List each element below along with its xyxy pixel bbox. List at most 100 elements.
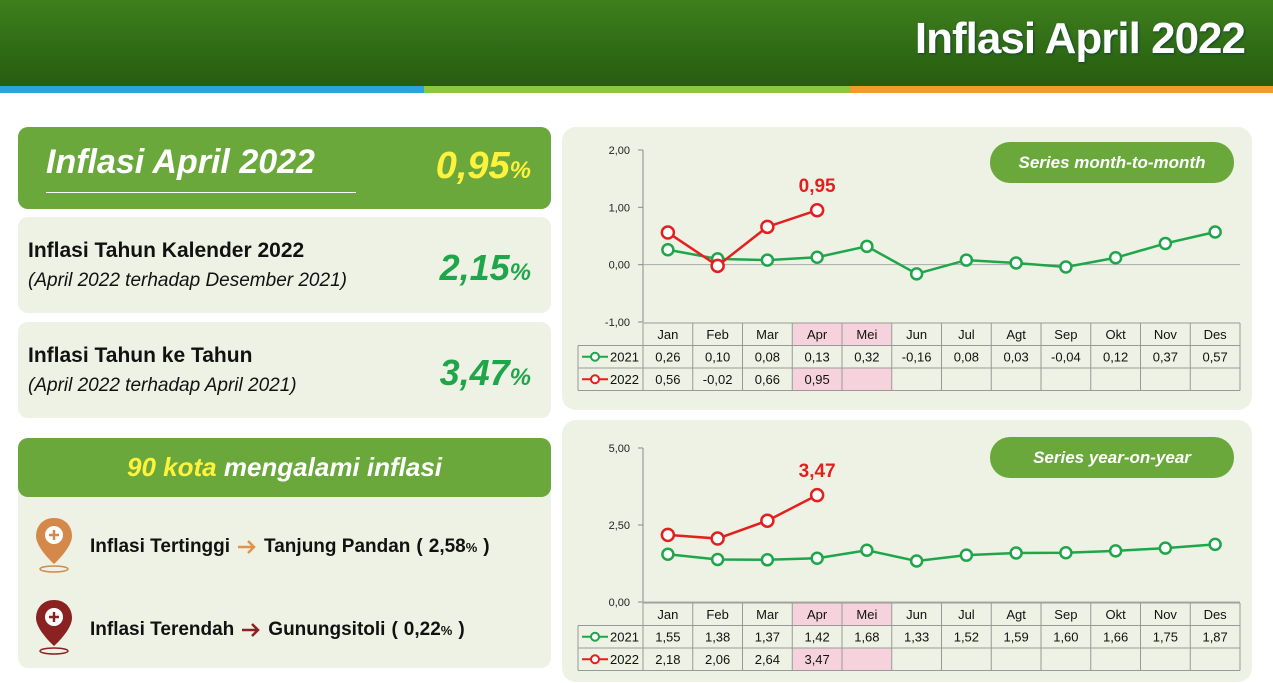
cities-title: mengalami inflasi	[223, 452, 443, 482]
point	[959, 253, 974, 267]
x-tick-label: Apr	[807, 327, 828, 342]
summary-value: 0,95%	[436, 145, 531, 188]
x-tick-label: Sep	[1054, 327, 1077, 342]
table-value: 0,57	[1202, 350, 1227, 365]
x-tick-label: Feb	[706, 607, 728, 622]
y-tick-label: -1,00	[605, 317, 630, 329]
legend-marker	[590, 631, 600, 642]
table-value: 1,55	[655, 630, 680, 645]
highlight-cell	[792, 603, 842, 626]
cities-card: 90 kota mengalami inflasi Inflasi Tertin…	[18, 438, 551, 668]
summary-title: Inflasi April 2022	[46, 143, 315, 181]
table-value: -0,16	[902, 350, 932, 365]
table-value: -0,04	[1051, 350, 1081, 365]
x-tick-label: Jul	[958, 607, 975, 622]
point	[760, 513, 775, 528]
table-value: 1,33	[904, 630, 929, 645]
open: (	[391, 619, 398, 640]
point	[1208, 537, 1222, 552]
value: 3,47	[439, 352, 510, 393]
x-tick-label: Mei	[856, 607, 877, 622]
table-value: 0,95	[804, 372, 829, 387]
card-title: Inflasi Tahun Kalender 2022	[28, 239, 305, 262]
city: Tanjung Pandan	[264, 536, 411, 557]
card: Inflasi Tahun ke Tahun (April 2022 terha…	[18, 322, 551, 418]
point	[1009, 546, 1023, 560]
city-row: Inflasi Tertinggi Tanjung Pandan ( 2,58%…	[90, 536, 490, 558]
point	[1059, 545, 1073, 560]
point	[661, 243, 675, 257]
open: (	[416, 536, 423, 557]
highlight-cell	[842, 603, 892, 626]
unit: %	[509, 157, 531, 184]
table-value: 0,08	[755, 350, 780, 365]
pin-icon	[36, 600, 72, 655]
card: Inflasi Tahun Kalender 2022 (April 2022 …	[18, 217, 551, 313]
x-tick-label: Feb	[706, 327, 728, 342]
point	[909, 267, 924, 281]
series-line	[667, 494, 818, 540]
point	[1158, 236, 1173, 251]
table-value: 1,37	[755, 630, 780, 645]
header-title: Inflasi April 2022	[914, 14, 1246, 63]
table-value: 3,47	[804, 652, 829, 667]
x-tick-label: Jun	[906, 607, 927, 622]
table-value: 2,64	[755, 652, 780, 667]
legend-marker	[590, 654, 600, 665]
point	[1059, 260, 1073, 274]
series-pill	[990, 437, 1234, 478]
value: 0,22	[403, 619, 441, 640]
underline	[46, 192, 356, 193]
chart-panel	[562, 420, 1252, 682]
y-tick-label: 1,00	[609, 202, 630, 214]
row-label: Inflasi Terendah	[90, 619, 235, 640]
point	[809, 202, 825, 218]
point	[959, 548, 974, 562]
table-value: 0,26	[655, 350, 680, 365]
table-value: 2,06	[705, 652, 730, 667]
unit: %	[465, 540, 478, 555]
table-value: 0,66	[755, 372, 780, 387]
point	[710, 258, 725, 274]
highlight-cell	[792, 323, 842, 346]
y-tick-label: 5,00	[609, 443, 630, 455]
card-subtitle: (April 2022 terhadap Desember 2021)	[28, 270, 347, 291]
legend-label: 2021	[610, 630, 639, 645]
x-tick-label: Mar	[756, 327, 779, 342]
point	[660, 225, 676, 240]
x-tick-label: Apr	[807, 607, 828, 622]
table-value: 0,37	[1153, 350, 1178, 365]
annotation: 0,95	[799, 176, 836, 197]
header-band	[0, 0, 1273, 86]
table-value: 0,12	[1103, 350, 1128, 365]
point	[860, 543, 874, 558]
point	[710, 552, 725, 567]
table-value: 1,66	[1103, 630, 1128, 645]
point	[760, 553, 775, 567]
city-row: Inflasi Terendah Gunungsitoli ( 0,22% )	[90, 619, 465, 641]
legend-label: 2021	[610, 350, 639, 365]
x-tick-label: Mar	[756, 607, 779, 622]
pin-icon	[36, 518, 72, 573]
point	[760, 219, 775, 235]
table-value: 0,32	[854, 350, 879, 365]
value: 2,15	[439, 247, 510, 288]
point	[809, 487, 825, 503]
table-value: 1,87	[1202, 630, 1227, 645]
cities-header: 90 kota mengalami inflasi	[18, 438, 551, 497]
table-value: 0,56	[655, 372, 680, 387]
table-value: 1,52	[954, 630, 979, 645]
highlight-cell	[842, 323, 892, 346]
point	[661, 547, 675, 562]
city: Gunungsitoli	[268, 619, 386, 640]
stripe	[0, 86, 424, 93]
unit: %	[509, 259, 531, 286]
stripe	[850, 86, 1273, 93]
x-tick-label: Jul	[958, 327, 975, 342]
x-tick-label: Des	[1204, 327, 1228, 342]
highlight-cell	[842, 368, 892, 391]
point	[909, 554, 924, 568]
x-tick-label: Sep	[1054, 607, 1077, 622]
